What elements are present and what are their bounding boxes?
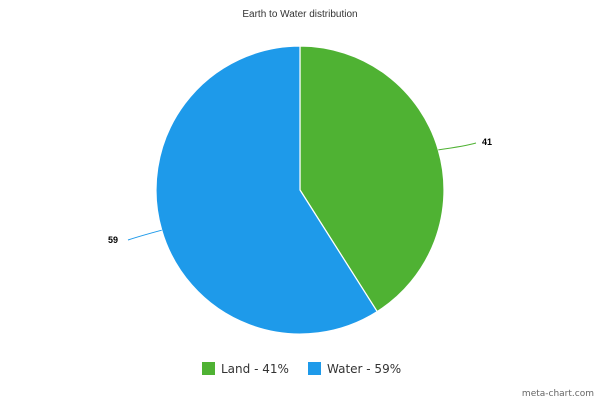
legend-swatch-water (308, 362, 321, 375)
legend-label-water: Water - 59% (327, 362, 401, 376)
pie-slice-land[interactable] (299, 45, 445, 313)
watermark[interactable]: meta-chart.com (522, 389, 594, 399)
pie-slices (155, 45, 445, 335)
legend-label-land: Land - 41% (221, 362, 289, 376)
legend[interactable]: Land - 41% Water - 59% (202, 362, 401, 376)
data-label-land: 41 (482, 137, 492, 147)
data-labels: 41 59 (108, 137, 492, 245)
connector-water (127, 229, 162, 241)
legend-swatch-land (202, 362, 215, 375)
label-connectors (127, 142, 477, 241)
legend-item-land[interactable]: Land - 41% (202, 362, 289, 376)
connector-land (438, 142, 477, 151)
data-label-water: 59 (108, 235, 118, 245)
chart-title: Earth to Water distribution (242, 9, 357, 20)
legend-item-water[interactable]: Water - 59% (308, 362, 401, 376)
